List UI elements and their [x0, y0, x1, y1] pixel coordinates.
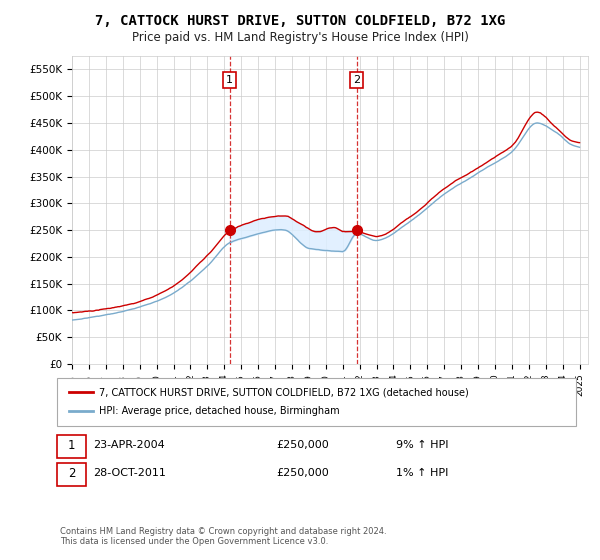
Text: Price paid vs. HM Land Registry's House Price Index (HPI): Price paid vs. HM Land Registry's House … [131, 31, 469, 44]
Text: 1% ↑ HPI: 1% ↑ HPI [396, 468, 448, 478]
Text: £250,000: £250,000 [276, 440, 329, 450]
Text: £250,000: £250,000 [276, 468, 329, 478]
Text: 1: 1 [68, 438, 75, 452]
Text: Contains HM Land Registry data © Crown copyright and database right 2024.
This d: Contains HM Land Registry data © Crown c… [60, 526, 386, 546]
Text: 2: 2 [68, 466, 75, 480]
Text: 7, CATTOCK HURST DRIVE, SUTTON COLDFIELD, B72 1XG: 7, CATTOCK HURST DRIVE, SUTTON COLDFIELD… [95, 14, 505, 28]
Text: 2: 2 [353, 75, 360, 85]
Text: 28-OCT-2011: 28-OCT-2011 [93, 468, 166, 478]
Text: HPI: Average price, detached house, Birmingham: HPI: Average price, detached house, Birm… [99, 407, 340, 417]
Text: 7, CATTOCK HURST DRIVE, SUTTON COLDFIELD, B72 1XG (detached house): 7, CATTOCK HURST DRIVE, SUTTON COLDFIELD… [99, 387, 469, 397]
Text: 9% ↑ HPI: 9% ↑ HPI [396, 440, 449, 450]
Text: 23-APR-2004: 23-APR-2004 [93, 440, 165, 450]
Text: 1: 1 [226, 75, 233, 85]
